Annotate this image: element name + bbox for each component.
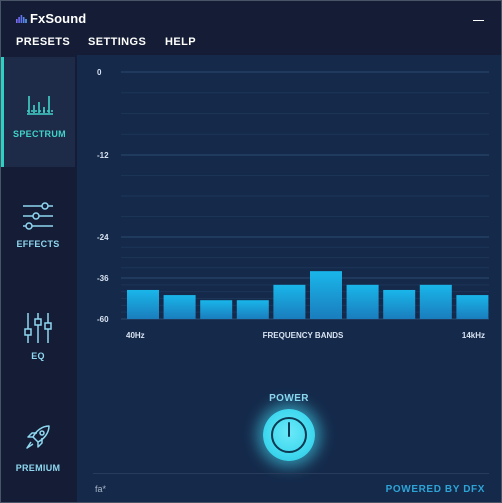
menu-help[interactable]: HELP <box>165 36 196 48</box>
sidebar-item-label: EQ <box>31 351 45 361</box>
menu-presets[interactable]: PRESETS <box>16 36 71 48</box>
sliders-icon <box>23 202 53 230</box>
y-tick-label: -12 <box>97 151 109 160</box>
sidebar-item-spectrum[interactable]: SPECTRUM <box>1 57 75 167</box>
spectrum-bar <box>456 295 489 319</box>
sidebar: SPECTRUM EFFECTS <box>1 55 77 502</box>
spectrum-bar <box>310 271 342 319</box>
fxsound-logo-icon <box>16 15 27 23</box>
sidebar-item-label: SPECTRUM <box>13 129 66 139</box>
footer-divider <box>93 473 489 474</box>
spectrum-bar <box>383 289 416 319</box>
footer-left-text: fa* <box>95 484 107 494</box>
app-title: FxSound <box>30 11 87 26</box>
power-icon <box>271 417 307 453</box>
menu-bar: PRESETS SETTINGS HELP <box>1 31 501 55</box>
spectrum-bar <box>127 289 159 319</box>
spectrum-bar <box>273 284 306 319</box>
spectrum-bar <box>236 300 269 319</box>
sidebar-item-label: PREMIUM <box>15 463 61 473</box>
sidebar-item-label: EFFECTS <box>16 239 60 249</box>
power-button[interactable] <box>263 409 315 461</box>
x-axis-title: FREQUENCY BANDS <box>263 331 344 340</box>
power-label: POWER <box>269 393 309 404</box>
sidebar-item-effects[interactable]: EFFECTS <box>1 183 75 263</box>
y-tick-label: -24 <box>97 233 109 242</box>
spectrum-bar <box>163 295 196 319</box>
spectrum-bar <box>346 284 379 319</box>
sidebar-item-premium[interactable]: PREMIUM <box>1 411 75 481</box>
minimize-button[interactable] <box>469 11 495 27</box>
rocket-icon <box>26 425 50 449</box>
spectrum-panel: 0 -12 -24 -36 -60 40Hz FREQUENCY BANDS 14kHz PO… <box>77 55 501 502</box>
spectrum-bar <box>200 300 233 319</box>
eq-icon <box>24 313 52 343</box>
y-tick-label: -36 <box>97 274 109 283</box>
x-tick-label: 40Hz <box>126 331 145 340</box>
y-tick-label: -60 <box>97 315 109 324</box>
title-bar: FxSound <box>1 1 501 31</box>
powered-by-link[interactable]: POWERED BY DFX <box>385 484 485 495</box>
spectrum-icon <box>26 96 53 115</box>
y-tick-label: 0 <box>97 68 102 77</box>
x-tick-label: 14kHz <box>462 331 485 340</box>
menu-settings[interactable]: SETTINGS <box>88 36 147 48</box>
spectrum-chart: 0 -12 -24 -36 -60 40Hz FREQUENCY BANDS 14kHz <box>97 68 489 340</box>
sidebar-item-eq[interactable]: EQ <box>1 295 75 375</box>
spectrum-bar <box>419 284 452 319</box>
